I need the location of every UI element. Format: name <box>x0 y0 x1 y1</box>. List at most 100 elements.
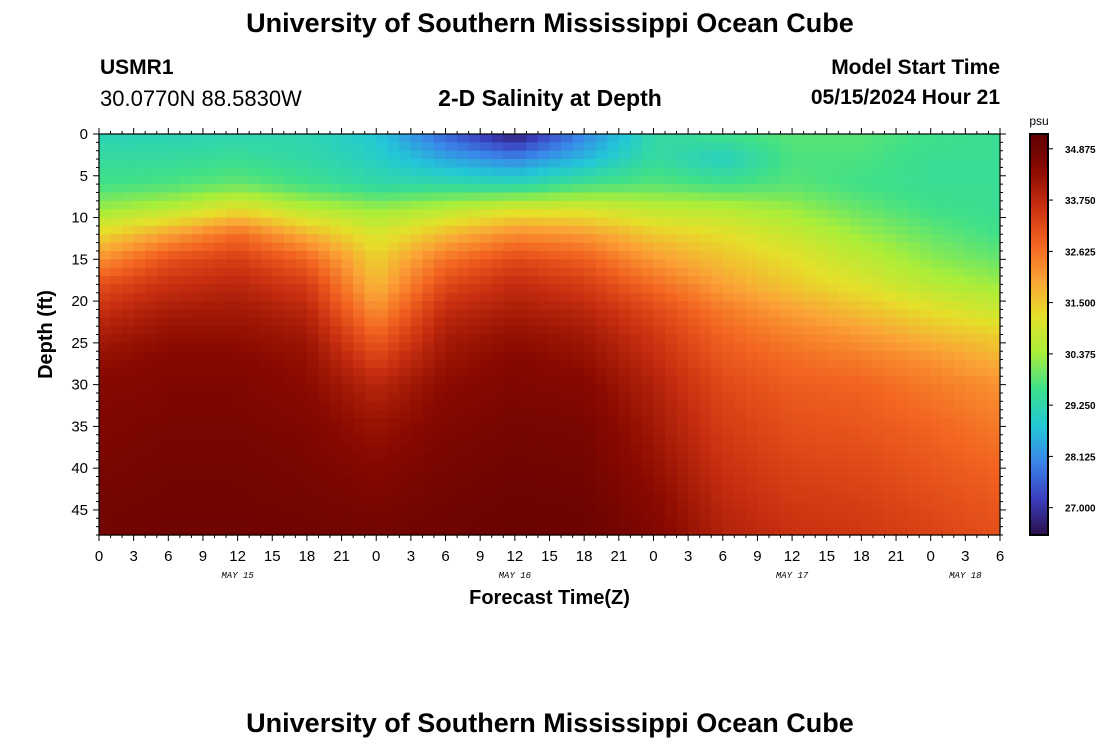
heatmap-cell <box>433 301 447 311</box>
heatmap-cell <box>226 451 239 461</box>
heatmap-cell <box>99 451 112 461</box>
heatmap-cell <box>734 501 747 511</box>
heatmap-cell <box>341 418 354 427</box>
heatmap-cell <box>214 292 227 302</box>
heatmap-cell <box>191 301 204 311</box>
heatmap-cell <box>699 225 712 235</box>
heatmap-cell <box>364 192 377 202</box>
heatmap-cell <box>110 150 123 160</box>
heatmap-cell <box>260 217 273 227</box>
heatmap-cell <box>480 159 493 169</box>
heatmap-cell <box>353 209 366 219</box>
heatmap-cell <box>953 518 966 528</box>
heatmap-cell <box>722 175 735 185</box>
heatmap-cell <box>849 367 862 377</box>
heatmap-cell <box>676 209 689 219</box>
heatmap-cell <box>353 468 366 478</box>
heatmap-cell <box>630 225 643 235</box>
heatmap-cell <box>353 159 366 169</box>
heatmap-cell <box>445 468 458 478</box>
heatmap-cell <box>584 451 597 461</box>
heatmap-cell <box>896 309 909 319</box>
heatmap-cell <box>537 317 551 327</box>
heatmap-cell <box>745 284 759 294</box>
heatmap-cell <box>803 392 816 402</box>
heatmap-cell <box>595 426 608 436</box>
heatmap-cell <box>676 401 689 411</box>
heatmap-cell <box>99 401 112 411</box>
heatmap-cell <box>641 526 655 536</box>
x-tick-label: 18 <box>299 548 316 565</box>
heatmap-cell <box>445 476 458 486</box>
heatmap-cell <box>99 184 112 194</box>
heatmap-cell <box>341 451 354 461</box>
heatmap-cell <box>699 501 712 511</box>
heatmap-cell <box>665 443 678 453</box>
heatmap-cell <box>457 250 470 260</box>
heatmap-cell <box>514 426 527 436</box>
heatmap-cell <box>838 225 851 235</box>
heatmap-cell <box>480 184 493 194</box>
heatmap-cell <box>122 367 135 377</box>
heatmap-cell <box>306 468 320 478</box>
heatmap-cell <box>953 159 966 169</box>
heatmap-cell <box>399 342 412 352</box>
heatmap-cell <box>99 267 112 277</box>
heatmap-cell <box>110 484 123 494</box>
heatmap-cell <box>422 342 435 352</box>
heatmap-cell <box>468 225 481 235</box>
heatmap-cell <box>214 426 227 436</box>
heatmap-cell <box>988 509 1001 519</box>
heatmap-cell <box>896 184 909 194</box>
heatmap-cell <box>526 493 539 503</box>
heatmap-cell <box>815 259 828 269</box>
heatmap-cell <box>468 342 481 352</box>
heatmap-cell <box>930 443 943 453</box>
heatmap-cell <box>353 451 366 461</box>
heatmap-cell <box>295 342 308 352</box>
heatmap-cell <box>353 284 366 294</box>
heatmap-cell <box>780 509 793 519</box>
heatmap-cell <box>861 234 874 244</box>
heatmap-cell <box>353 334 366 344</box>
heatmap-cell <box>711 334 724 344</box>
heatmap-cell <box>653 234 666 244</box>
heatmap-cell <box>607 351 620 361</box>
heatmap-cell <box>653 334 666 344</box>
heatmap-cell <box>226 192 239 202</box>
heatmap-cell <box>283 326 296 336</box>
heatmap-cell <box>376 509 389 519</box>
heatmap-cell <box>422 392 435 402</box>
heatmap-cell <box>549 459 562 469</box>
heatmap-cell <box>884 518 897 528</box>
heatmap-cell <box>330 317 343 327</box>
heatmap-cell <box>122 392 135 402</box>
heatmap-cell <box>295 167 308 177</box>
heatmap-cell <box>930 359 943 369</box>
heatmap-cell <box>133 334 146 344</box>
heatmap-cell <box>514 376 527 386</box>
heatmap-cell <box>387 192 400 202</box>
heatmap-cell <box>676 134 689 143</box>
heatmap-cell <box>306 284 320 294</box>
heatmap-cell <box>133 384 146 394</box>
heatmap-cell <box>99 351 112 361</box>
heatmap-cell <box>595 443 608 453</box>
heatmap-cell <box>226 509 239 519</box>
heatmap-cell <box>330 493 343 503</box>
heatmap-cell <box>942 292 955 302</box>
heatmap-cell <box>953 426 966 436</box>
heatmap-cell <box>214 242 227 252</box>
heatmap-cell <box>688 276 701 285</box>
heatmap-cell <box>965 367 978 377</box>
heatmap-cell <box>318 493 331 503</box>
heatmap-cell <box>376 459 389 469</box>
heatmap-cell <box>838 376 851 386</box>
heatmap-cell <box>641 259 655 269</box>
heatmap-cell <box>179 217 193 227</box>
heatmap-cell <box>745 401 759 411</box>
heatmap-cell <box>861 292 874 302</box>
heatmap-cell <box>330 418 343 427</box>
heatmap-cell <box>214 250 227 260</box>
heatmap-cell <box>433 192 447 202</box>
